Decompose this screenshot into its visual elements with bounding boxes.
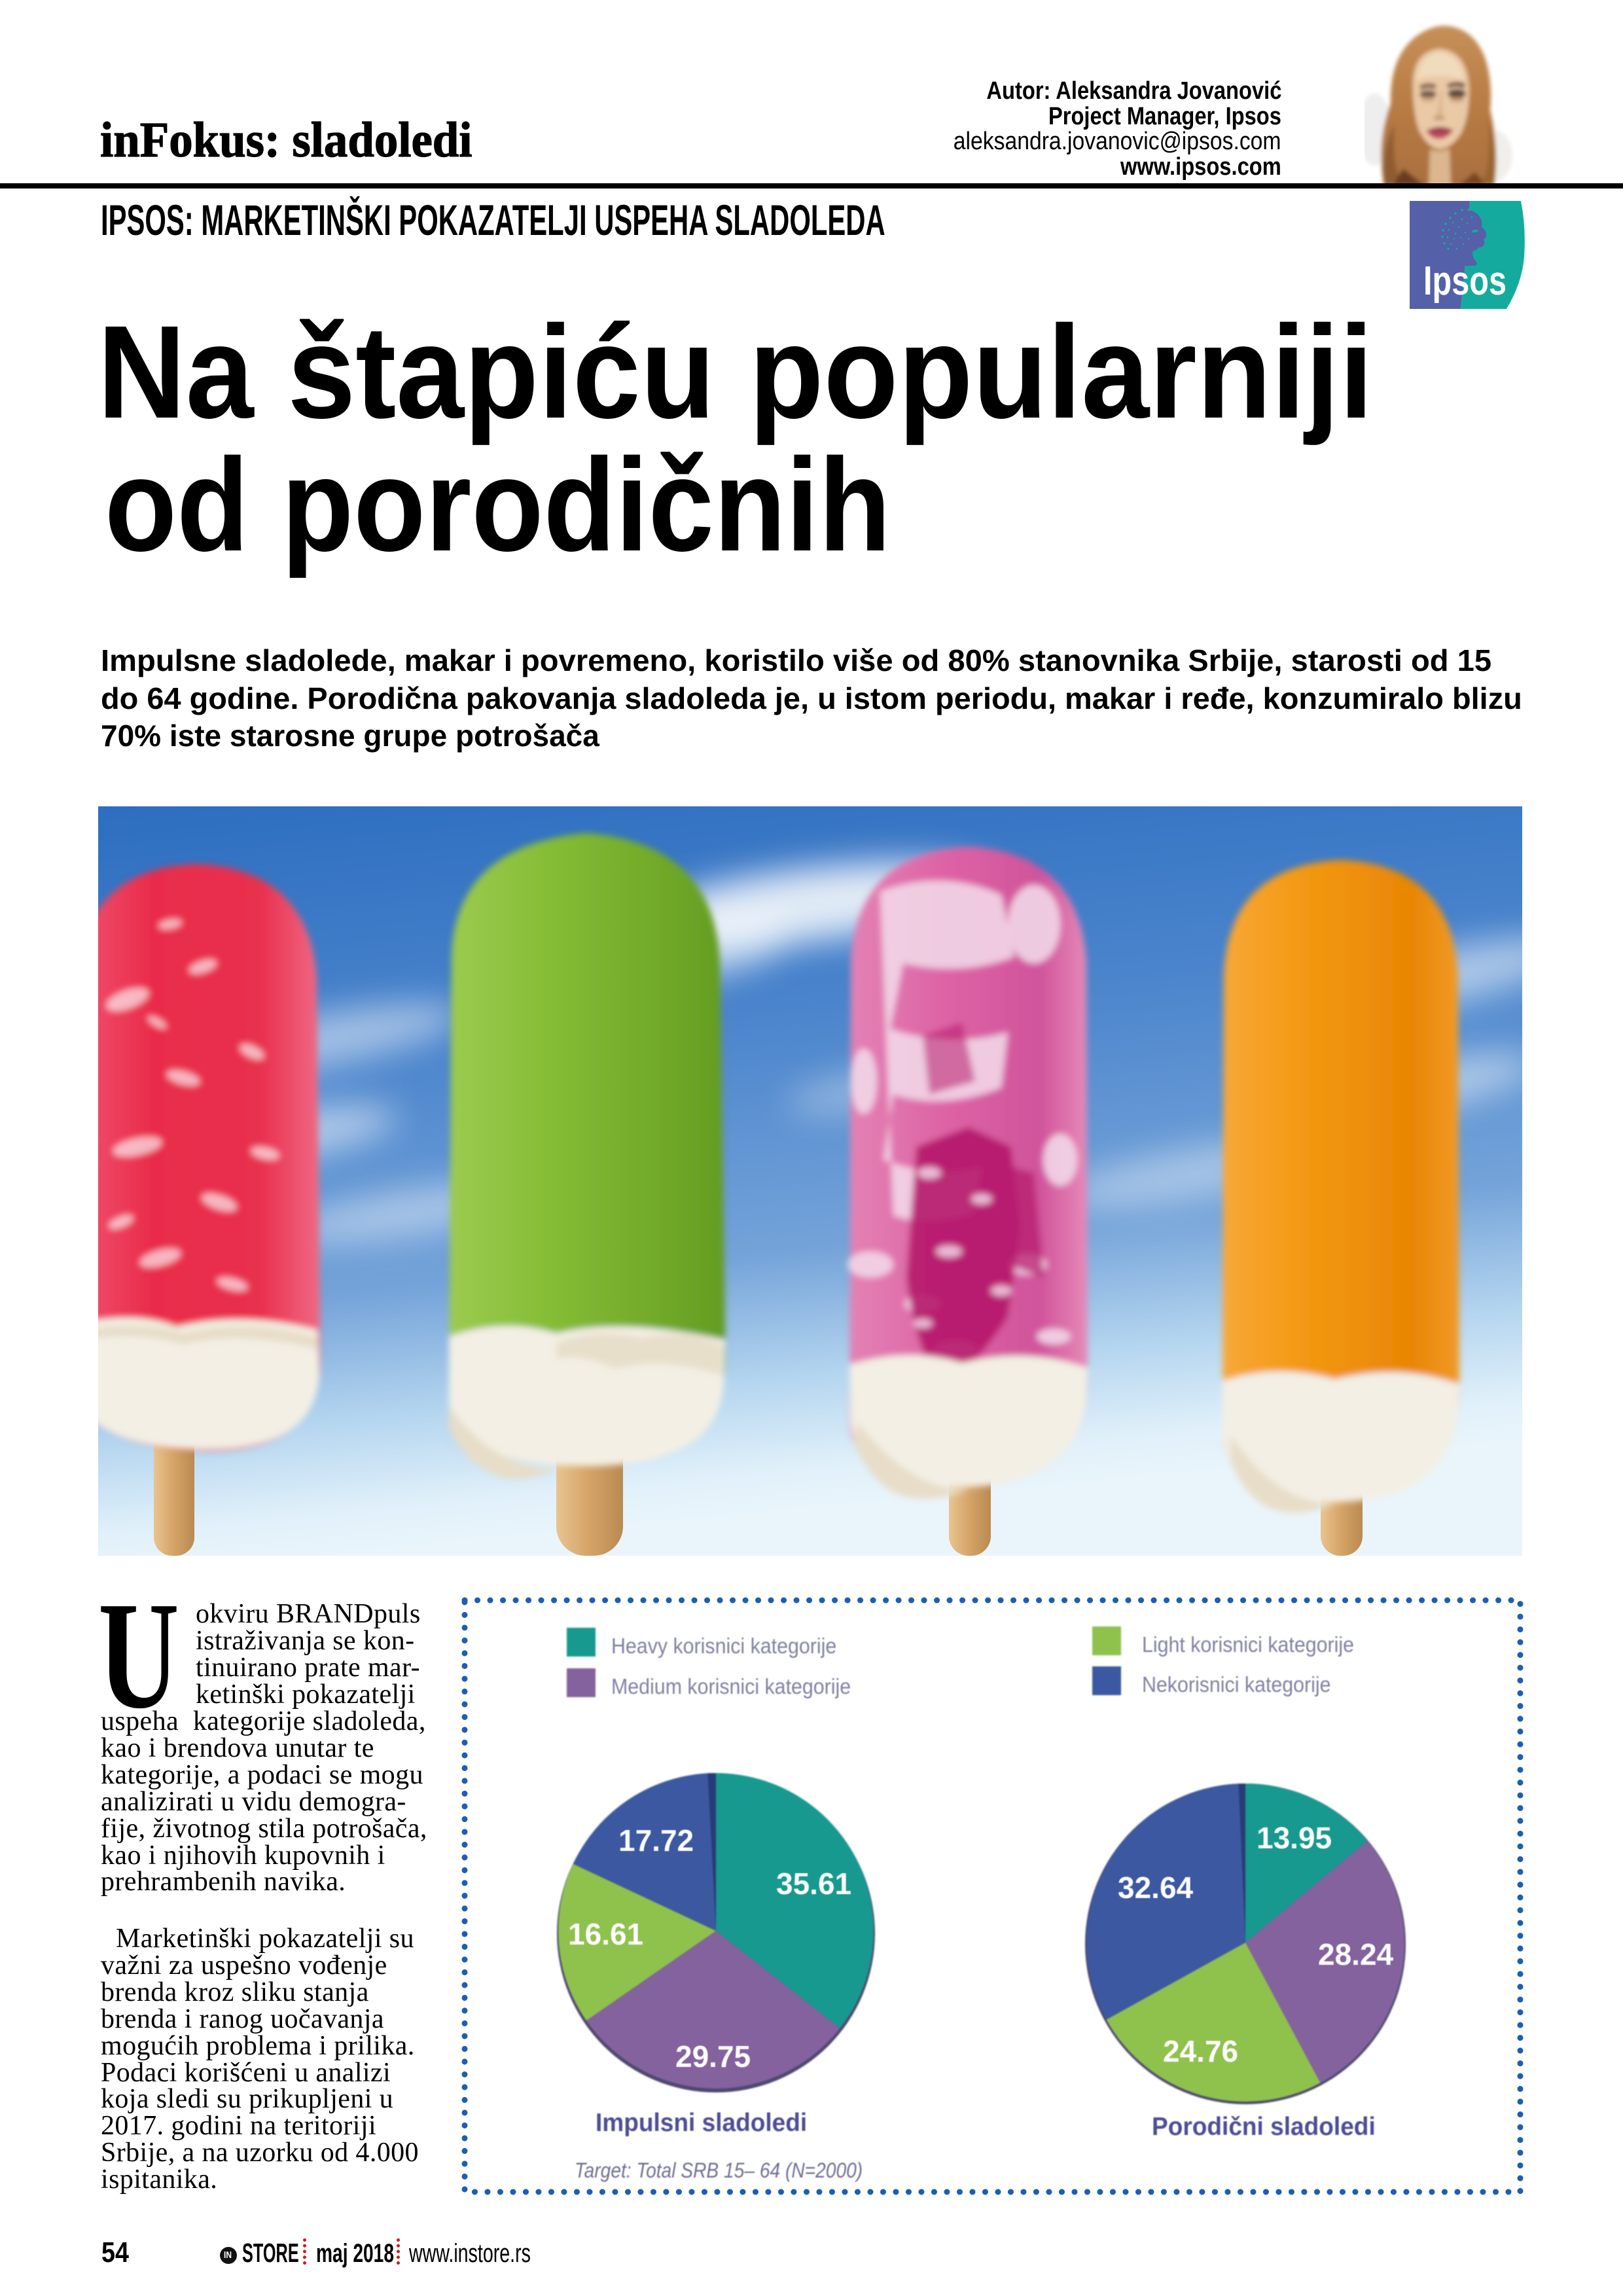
svg-text:Ipsos: Ipsos	[1423, 259, 1507, 304]
